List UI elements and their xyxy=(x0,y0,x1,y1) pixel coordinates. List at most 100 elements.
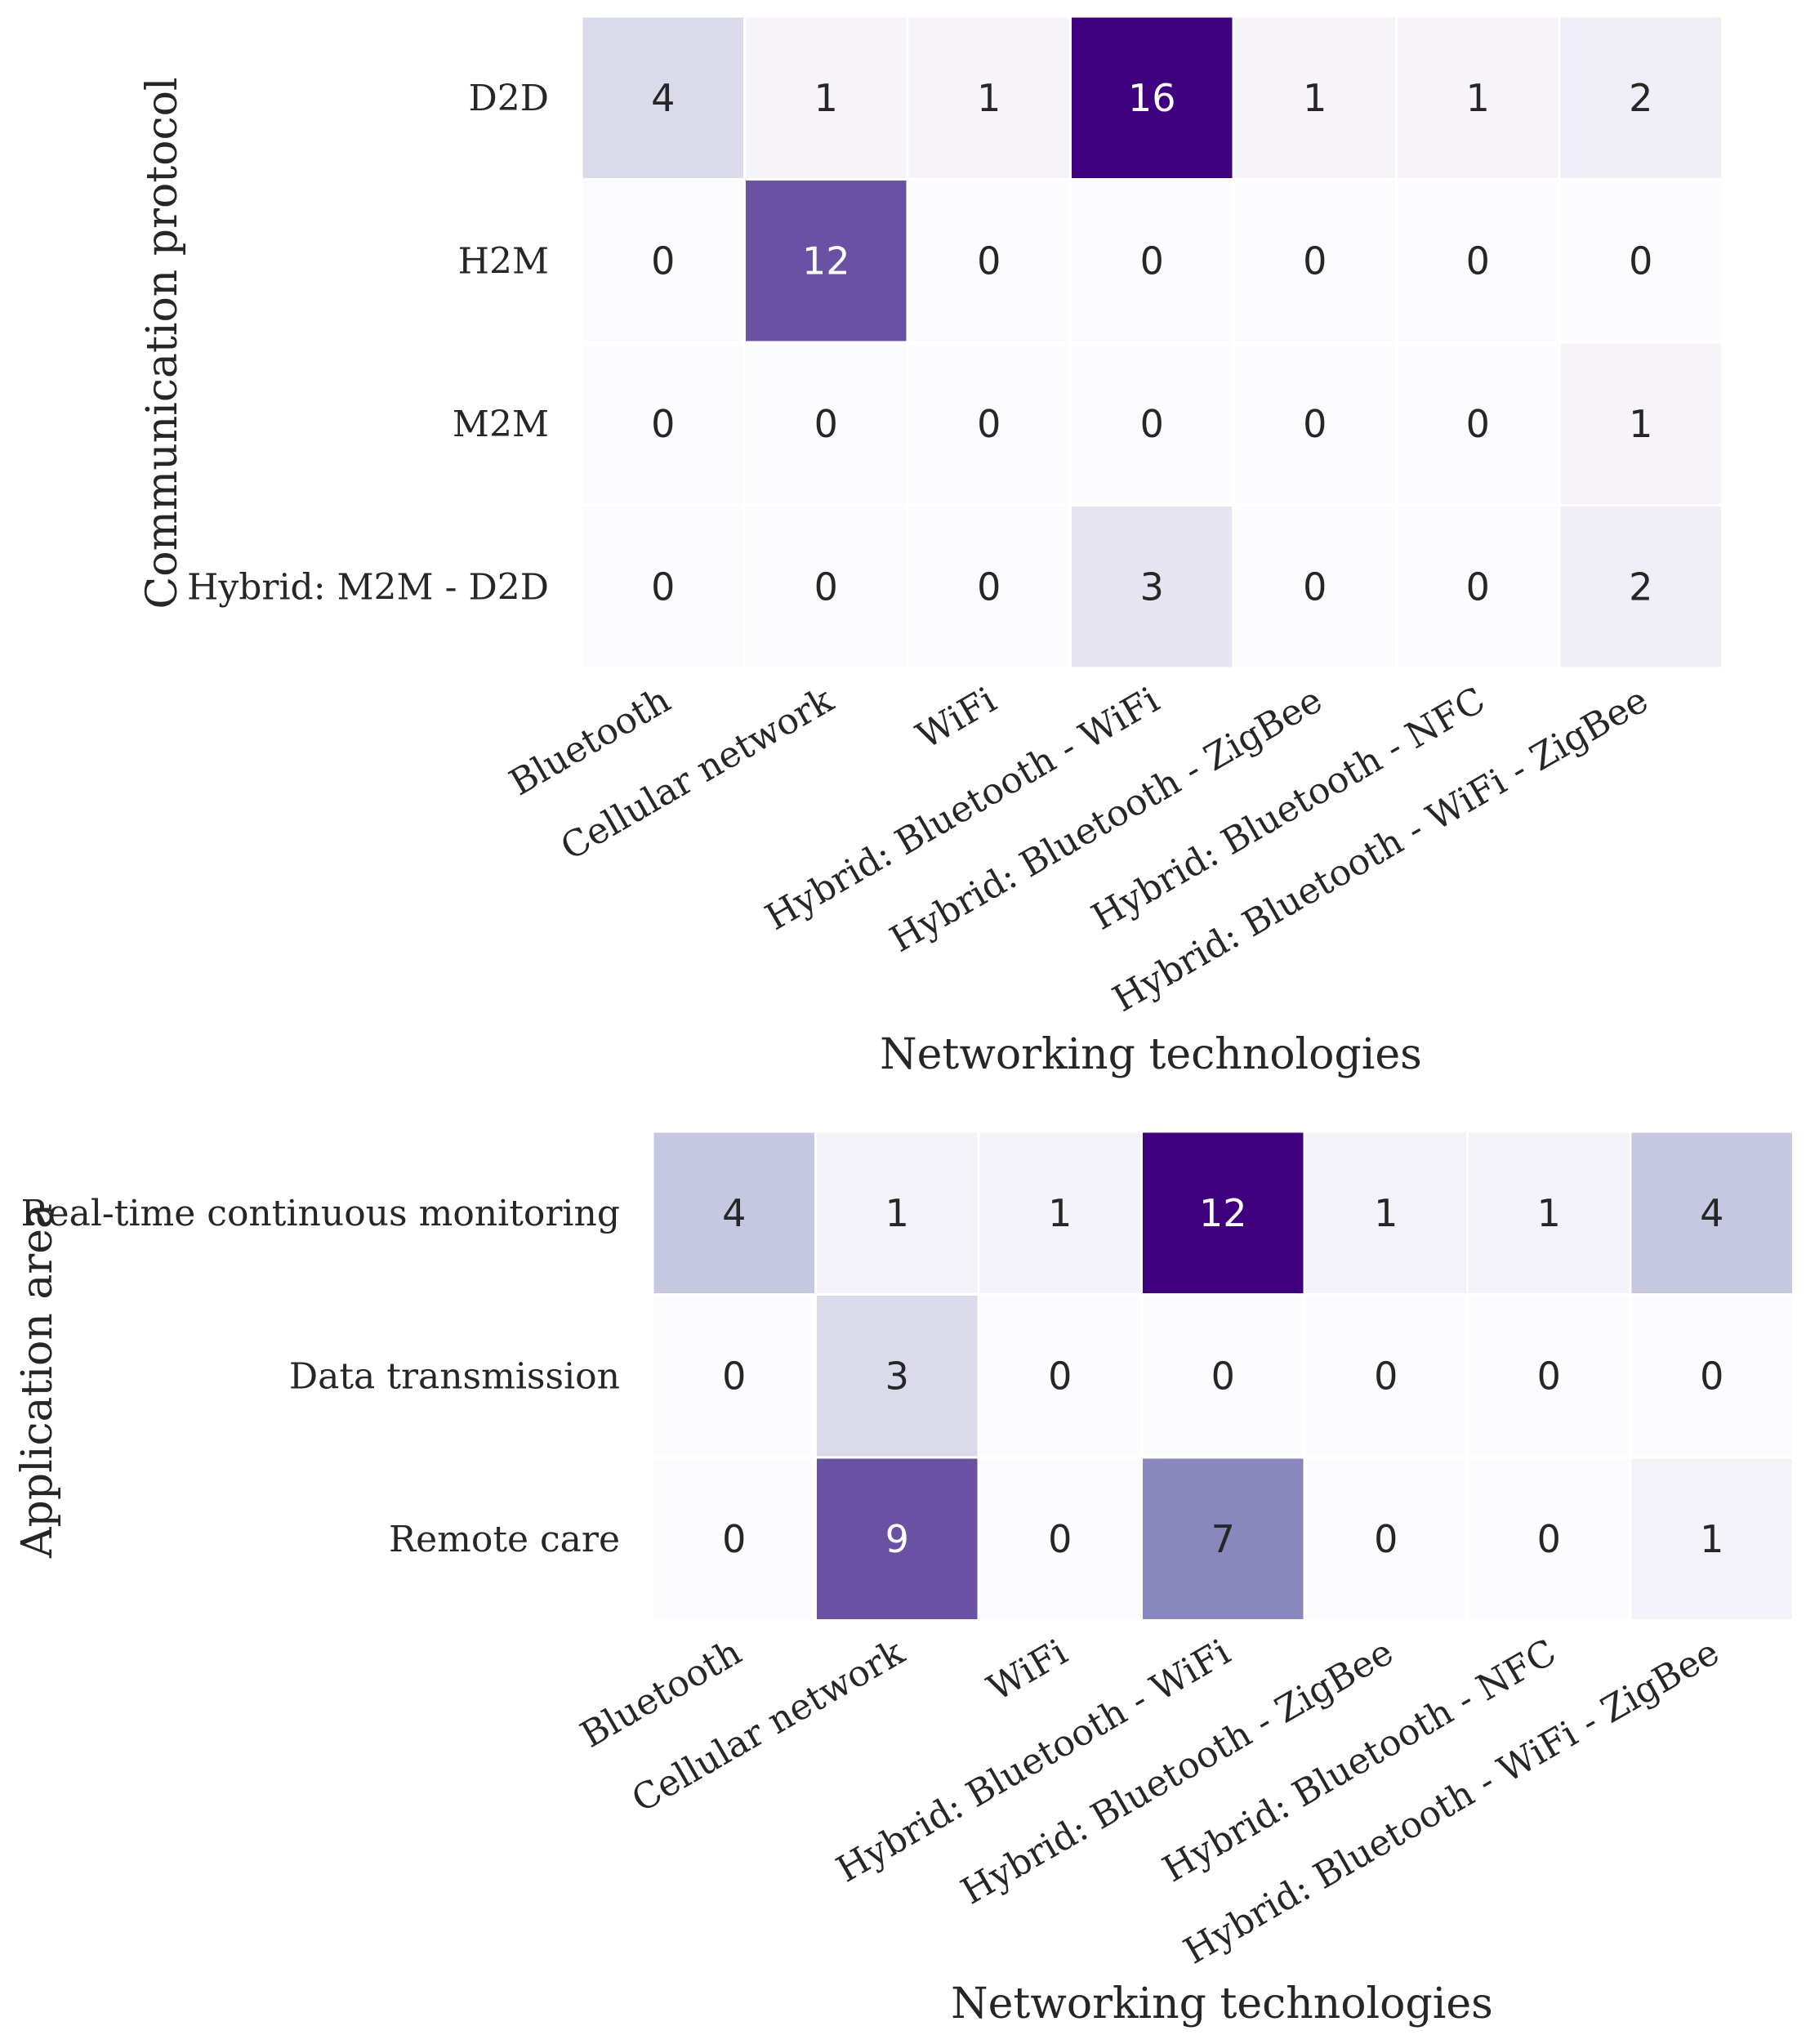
cell-value-label: 0 xyxy=(1140,402,1164,446)
heatmap-cell xyxy=(1629,1293,1795,1459)
cell-value-label: 0 xyxy=(722,1354,746,1398)
x-tick-label: WiFi xyxy=(909,679,1003,757)
heatmap-cell xyxy=(1558,341,1724,507)
cell-value-label: 7 xyxy=(1211,1517,1235,1561)
cell-value-label: 0 xyxy=(1700,1354,1724,1398)
heatmap-application-area: 4 1 1 12 1 1 4 0 3 0 0 0 0 0 0 9 0 7 0 0 1 Real-time continu… xyxy=(13,1130,1795,2028)
heatmap-cell xyxy=(1558,504,1724,670)
cell-value-label: 1 xyxy=(885,1191,909,1235)
heatmap-cell xyxy=(906,15,1072,181)
heatmap-cell xyxy=(1303,1456,1469,1622)
heatmap-cell xyxy=(1232,178,1398,344)
cell-value-label: 0 xyxy=(1140,239,1164,283)
cell-value-label: 0 xyxy=(977,239,1001,283)
cell-value-label: 0 xyxy=(1537,1517,1561,1561)
heatmap-cell xyxy=(1140,1130,1306,1296)
heatmap-cell xyxy=(977,1293,1143,1459)
cell-value-label: 3 xyxy=(885,1354,909,1398)
heatmap-cell xyxy=(580,504,746,670)
heatmap-cells: 4 1 1 12 1 1 4 0 3 0 0 0 0 0 0 9 0 7 0 0 1 xyxy=(651,1130,1795,1622)
cell-value-label: 0 xyxy=(1303,239,1327,283)
cell-value-label: 0 xyxy=(1466,565,1490,609)
heatmap-cell xyxy=(743,341,909,507)
cell-value-label: 0 xyxy=(651,565,675,609)
heatmap-cell xyxy=(743,15,909,181)
cell-value-label: 4 xyxy=(651,76,675,120)
y-tick-labels: D2D H2M M2M Hybrid: M2M - D2D xyxy=(187,78,549,609)
cell-value-label: 1 xyxy=(1048,1191,1072,1235)
heatmap-cells: 4 1 1 16 1 1 20 12 0 0 0 0 00 0 0 0 0 0 10 0 0 3 0 0 2 xyxy=(580,15,1724,670)
y-axis-label: Communication protocol xyxy=(138,77,187,609)
y-axis-label: Application area xyxy=(13,1203,62,1559)
cell-value-label: 0 xyxy=(977,565,1001,609)
y-tick-label: Hybrid: M2M - D2D xyxy=(187,566,549,608)
x-tick-label: WiFi xyxy=(980,1631,1074,1710)
y-tick-label: D2D xyxy=(468,78,549,119)
cell-value-label: 0 xyxy=(1048,1517,1072,1561)
cell-value-label: 1 xyxy=(1303,76,1327,120)
cell-value-label: 0 xyxy=(814,565,838,609)
y-tick-label: Real-time continuous monitoring xyxy=(20,1193,620,1234)
cell-value-label: 9 xyxy=(885,1517,909,1561)
heatmap-cell xyxy=(1629,1456,1795,1622)
cell-value-label: 0 xyxy=(814,402,838,446)
cell-value-label: 0 xyxy=(1374,1354,1398,1398)
heatmap-cell xyxy=(1629,1130,1795,1296)
heatmap-cell xyxy=(1395,341,1561,507)
x-tick-label: Cellular network xyxy=(625,1631,912,1821)
cell-value-label: 1 xyxy=(1629,402,1652,446)
cell-value-label: 0 xyxy=(1303,402,1327,446)
cell-value-label: 2 xyxy=(1629,76,1652,120)
x-tick-label: Cellular network xyxy=(554,679,841,868)
cell-value-label: 1 xyxy=(814,76,838,120)
cell-value-label: 3 xyxy=(1140,565,1164,609)
heatmap-cell xyxy=(1232,341,1398,507)
heatmap-cell xyxy=(1069,504,1235,670)
cell-value-label: 12 xyxy=(802,239,850,283)
cell-value-label: 0 xyxy=(1211,1354,1235,1398)
cell-value-label: 1 xyxy=(1374,1191,1398,1235)
cell-value-label: 1 xyxy=(1537,1191,1561,1235)
cell-value-label: 2 xyxy=(1629,565,1652,609)
heatmap-cell xyxy=(1466,1293,1632,1459)
heatmap-cell xyxy=(814,1130,980,1296)
cell-value-label: 0 xyxy=(1466,402,1490,446)
heatmap-cell xyxy=(906,178,1072,344)
heatmap-cell xyxy=(1558,178,1724,344)
cell-value-label: 0 xyxy=(977,402,1001,446)
x-axis-label: Networking technologies xyxy=(880,1030,1422,1079)
cell-value-label: 1 xyxy=(1700,1517,1724,1561)
cell-value-label: 0 xyxy=(722,1517,746,1561)
cell-value-label: 0 xyxy=(651,239,675,283)
y-tick-label: H2M xyxy=(458,240,549,282)
cell-value-label: 0 xyxy=(1537,1354,1561,1398)
cell-value-label: 0 xyxy=(651,402,675,446)
cell-value-label: 0 xyxy=(1374,1517,1398,1561)
heatmap-cell xyxy=(580,178,746,344)
heatmap-cell xyxy=(1140,1293,1306,1459)
heatmap-cell xyxy=(580,15,746,181)
x-axis-label: Networking technologies xyxy=(951,1979,1493,2028)
cell-value-label: 0 xyxy=(1048,1354,1072,1398)
cell-value-label: 16 xyxy=(1128,76,1176,120)
y-tick-label: M2M xyxy=(453,404,549,445)
cell-value-label: 4 xyxy=(1700,1191,1724,1235)
heatmap-cell xyxy=(1395,504,1561,670)
cell-value-label: 0 xyxy=(1303,565,1327,609)
heatmap-cell xyxy=(743,504,909,670)
y-tick-labels: Real-time continuous monitoring Data tran… xyxy=(20,1193,620,1560)
heatmap-cell xyxy=(906,341,1072,507)
cell-value-label: 12 xyxy=(1199,1191,1247,1235)
y-tick-label: Data transmission xyxy=(289,1355,620,1397)
cell-value-label: 0 xyxy=(1466,239,1490,283)
cell-value-label: 4 xyxy=(722,1191,746,1235)
cell-value-label: 1 xyxy=(1466,76,1490,120)
cell-value-label: 0 xyxy=(1629,239,1652,283)
heatmap-communication-protocol: 4 1 1 16 1 1 20 12 0 0 0 0 00 0 0 0 0 0 10 0 0 3 0 0 2 D2DH2MM2M… xyxy=(138,15,1724,1079)
y-tick-label: Remote care xyxy=(389,1519,620,1560)
heatmap-cell xyxy=(1069,15,1235,181)
heatmap-cell xyxy=(1395,15,1561,181)
heatmap-cell xyxy=(814,1293,980,1459)
